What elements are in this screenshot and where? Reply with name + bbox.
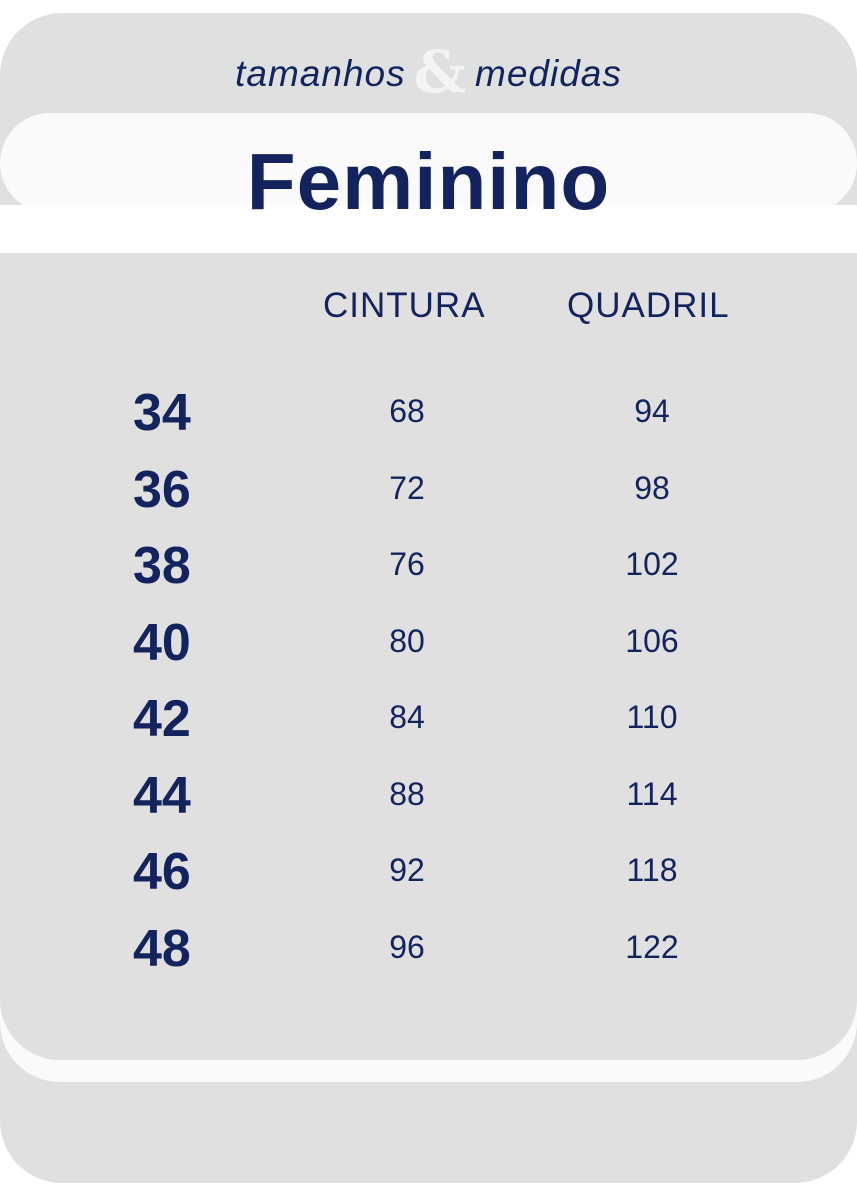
quadril-value: 114 (626, 775, 678, 812)
cintura-value: 92 (389, 852, 425, 888)
size-label: 44 (133, 766, 191, 825)
quadril-value: 122 (625, 928, 679, 965)
table-row: 44 88 114 (0, 766, 857, 842)
table-row: 40 80 106 (0, 613, 857, 689)
cintura-value: 68 (389, 393, 425, 429)
column-header-cintura: CINTURA (323, 286, 486, 325)
subtitle-right: medidas (475, 53, 622, 94)
table-row: 34 68 94 (0, 383, 857, 459)
subtitle: tamanhos & medidas (0, 38, 857, 106)
cintura-value: 72 (389, 469, 425, 506)
cintura-value: 80 (389, 622, 425, 659)
table-row: 38 76 102 (0, 536, 857, 612)
size-label: 34 (133, 384, 191, 442)
quadril-value: 110 (626, 699, 678, 735)
cintura-value: 84 (389, 699, 425, 735)
cintura-value: 76 (389, 546, 425, 582)
quadril-value: 106 (625, 622, 679, 659)
quadril-value: 102 (625, 546, 679, 582)
quadril-value: 94 (634, 393, 670, 429)
quadril-value: 118 (626, 852, 678, 888)
subtitle-left: tamanhos (235, 53, 406, 94)
size-label: 42 (133, 690, 191, 748)
cintura-value: 96 (389, 928, 425, 965)
quadril-value: 98 (634, 469, 670, 506)
size-label: 40 (133, 613, 191, 672)
table-row: 36 72 98 (0, 460, 857, 536)
table-row: 42 84 110 (0, 689, 857, 765)
size-label: 48 (133, 919, 191, 978)
divider (0, 205, 857, 253)
table-row: 46 92 118 (0, 842, 857, 918)
size-label: 38 (133, 537, 191, 595)
ampersand-logo: & (413, 38, 467, 106)
size-label: 36 (133, 460, 191, 519)
measurements-table (0, 253, 857, 1060)
column-header-quadril: QUADRIL (567, 286, 730, 325)
page-title: Feminino (246, 137, 611, 226)
cintura-value: 88 (389, 775, 425, 812)
table-row: 48 96 122 (0, 919, 857, 995)
size-label: 46 (133, 843, 191, 901)
title-band (0, 113, 857, 213)
